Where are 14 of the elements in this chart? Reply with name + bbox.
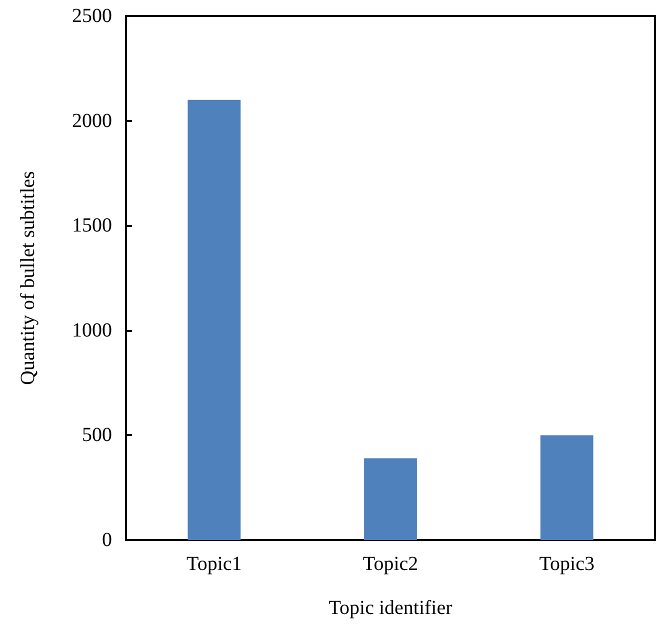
x-tick-label: Topic2: [362, 553, 418, 575]
bar: [188, 100, 241, 540]
y-tick-label: 2500: [72, 5, 112, 27]
bar: [540, 435, 594, 540]
y-tick-label: 500: [82, 424, 112, 446]
x-tick-label: Topic1: [186, 553, 242, 575]
bar: [364, 458, 417, 540]
x-axis-title: Topic identifier: [328, 597, 453, 619]
x-tick-label: Topic3: [539, 553, 594, 575]
y-axis-title: Quantity of bullet subtitles: [17, 170, 39, 385]
y-tick-label: 1500: [72, 214, 112, 237]
y-tick-label: 1000: [72, 319, 112, 342]
y-tick-label: 0: [102, 529, 112, 551]
y-tick-label: 2000: [72, 110, 112, 132]
